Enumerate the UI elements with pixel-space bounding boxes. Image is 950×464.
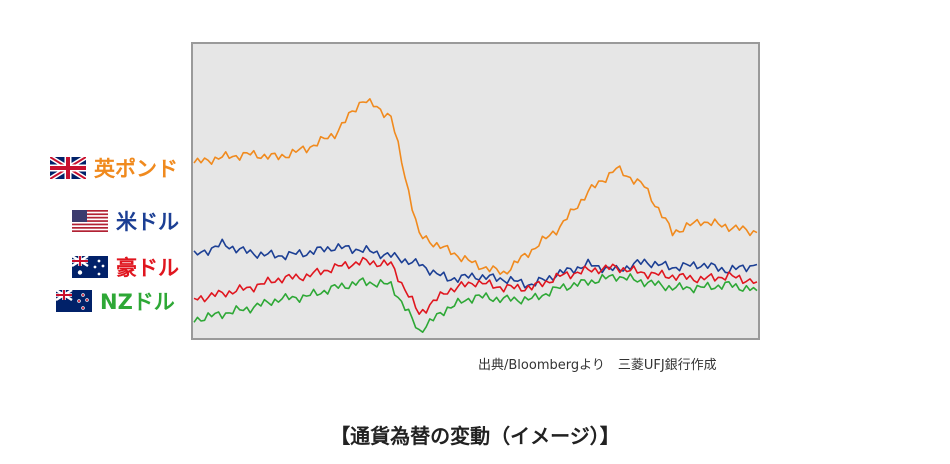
- nz-flag-icon: [56, 290, 92, 312]
- legend-item-nzd: NZドル: [56, 286, 175, 316]
- legend-label-aud: 豪ドル: [116, 256, 179, 280]
- us-flag-icon: [72, 210, 108, 232]
- series-line-gbp: [193, 98, 758, 276]
- series-layer: [193, 98, 758, 334]
- legend-label-gbp: 英ポンド: [94, 157, 178, 181]
- legend-label-usd: 米ドル: [116, 210, 179, 234]
- legend-item-gbp: 英ポンド: [50, 153, 178, 183]
- legend-item-aud: 豪ドル: [72, 252, 179, 282]
- legend-item-usd: 米ドル: [72, 206, 179, 236]
- gb-flag-icon: [50, 157, 86, 179]
- legend-label-nzd: NZドル: [100, 290, 175, 314]
- series-line-usd: [193, 238, 758, 289]
- chart-caption: 【通貨為替の変動（イメージ）】: [330, 424, 620, 448]
- series-line-nzd: [193, 273, 758, 334]
- au-flag-icon: [72, 256, 108, 278]
- series-line-aud: [193, 256, 758, 316]
- source-note: 出典/Bloombergより 三菱UFJ銀行作成: [478, 358, 717, 373]
